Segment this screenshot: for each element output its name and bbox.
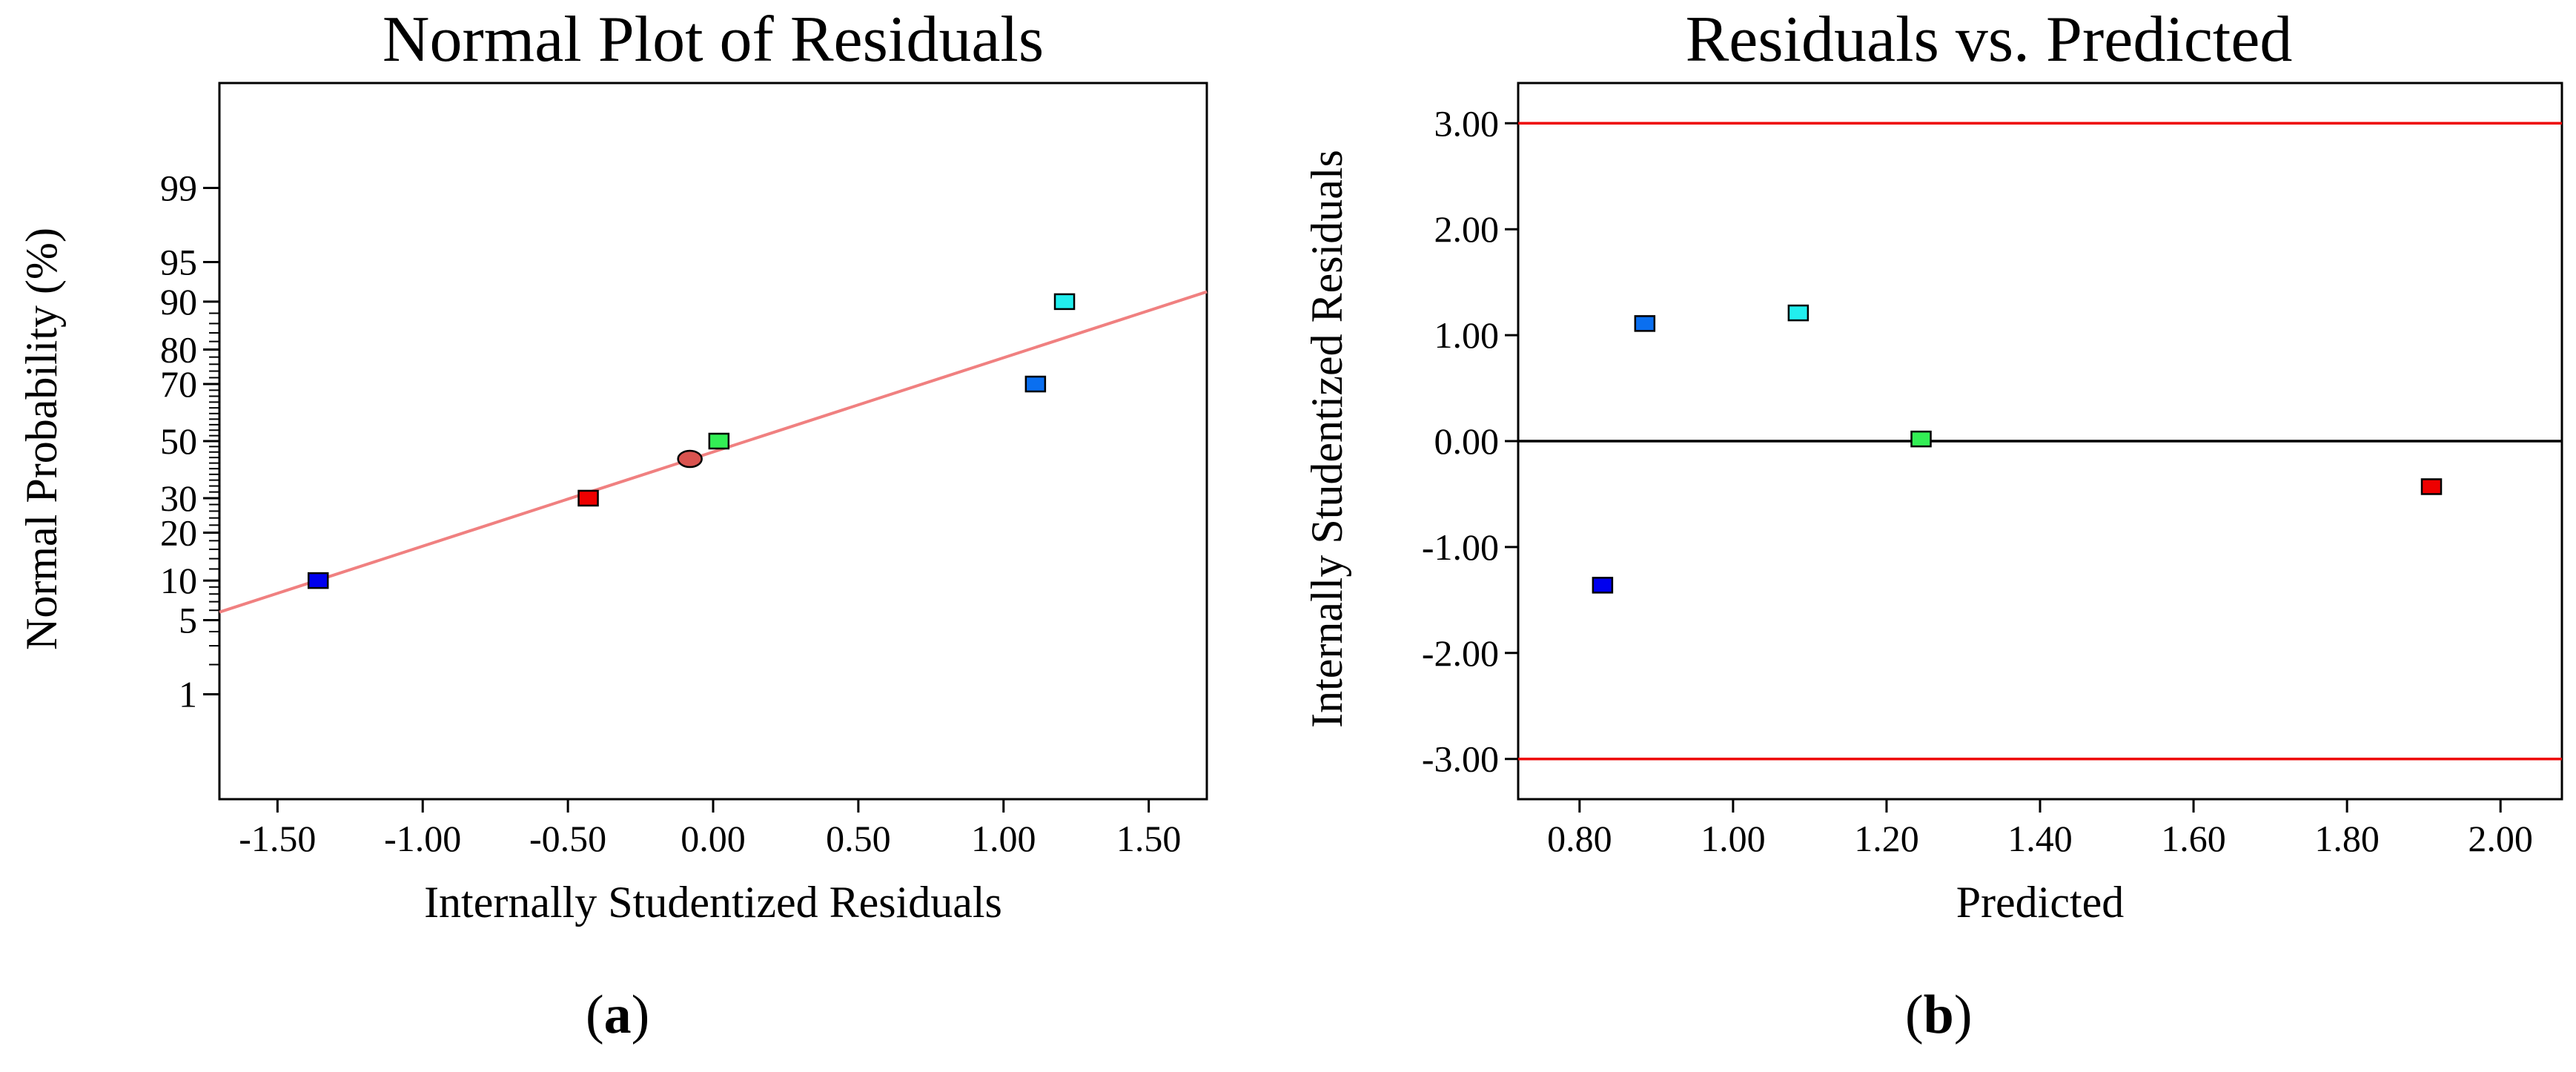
caption-close-paren: ) [1954, 985, 1973, 1045]
panel-a-x-tick-label: 0.00 [681, 818, 746, 859]
panel-b-y-tick-label: -3.00 [1422, 738, 1499, 780]
panel-a-data-point [577, 489, 599, 507]
panel-a-title: Normal Plot of Residuals [383, 4, 1044, 76]
panel-b-data-point [1634, 315, 1656, 332]
caption-letter-b: b [1924, 985, 1954, 1045]
panel-b-caption: (b) [1905, 985, 1972, 1045]
panel-b-y-tick-label: 2.00 [1434, 208, 1500, 250]
panel-b-data-point [1787, 304, 1810, 322]
panel-b-y-tick-label: -1.00 [1422, 526, 1499, 568]
panel-a-y-tick-label: 80 [160, 328, 197, 370]
panel-b-x-tick-label: 1.60 [2161, 818, 2226, 859]
panel-a-normal-plot: Normal Plot of Residuals -1.50 -1.00 -0.50… [17, 4, 1208, 1045]
panel-a-y-tick-label: 90 [160, 281, 197, 322]
panel-b-points [1592, 304, 2443, 594]
panel-a-x-tick-label: -1.00 [384, 818, 461, 859]
panel-b-reference-lines [1518, 122, 2562, 761]
panel-a-y-tick-label: 50 [160, 420, 197, 462]
panel-b-y-label: Internally Studentized Residuals [1302, 150, 1351, 728]
panel-b-x-tick-label: 1.80 [2314, 818, 2380, 859]
panel-a-x-tick-label: 0.50 [826, 818, 891, 859]
panel-a-x-axis: -1.50 -1.00 -0.50 0.00 0.50 1.00 1.50 [239, 799, 1181, 859]
panel-b-y-tick-label: 3.00 [1434, 102, 1500, 144]
panel-b-data-point [1592, 577, 1614, 594]
panel-a-y-tick-label: 1 [179, 673, 197, 715]
panel-a-y-tick-label: 30 [160, 477, 197, 519]
panel-a-y-tick-label: 20 [160, 512, 197, 554]
panel-b-x-tick-label: 2.00 [2468, 818, 2533, 859]
panel-a-y-tick-label: 5 [179, 599, 197, 641]
panel-a-x-tick-label: 1.50 [1116, 818, 1182, 859]
panel-b-title: Residuals vs. Predicted [1686, 4, 2293, 76]
panel-b-x-axis: 0.80 1.00 1.20 1.40 1.60 1.80 2.00 [1547, 799, 2533, 859]
panel-a-data-point [1024, 375, 1047, 393]
panel-b-x-tick-label: 1.20 [1854, 818, 1919, 859]
panel-a-caption: (a) [586, 985, 649, 1045]
panel-a-y-label: Normal Probability (%) [17, 228, 66, 650]
caption-open-paren: ( [586, 985, 604, 1045]
panel-a-y-tick-label: 99 [160, 168, 197, 209]
panel-a-x-tick-label: -0.50 [529, 818, 606, 859]
panel-b-y-tick-label: 1.00 [1434, 314, 1500, 356]
panel-b-x-label: Predicted [1956, 878, 2125, 927]
panel-a-y-tick-label: 95 [160, 242, 197, 283]
panel-b-x-tick-label: 1.40 [2007, 818, 2073, 859]
panel-b-y-tick-label: 0.00 [1434, 420, 1500, 462]
panel-a-y-tick-label: 70 [160, 363, 197, 405]
panel-b-data-point [1910, 430, 1932, 448]
panel-a-x-tick-label: 1.00 [971, 818, 1036, 859]
panel-b-x-tick-label: 0.80 [1547, 818, 1612, 859]
panel-a-data-point [1053, 293, 1076, 311]
panel-b-residuals-vs-predicted: Residuals vs. Predicted 0.80 1.00 1.20 1.40… [1302, 4, 2563, 1045]
panel-b-x-tick-label: 1.00 [1701, 818, 1766, 859]
panel-a-data-point [708, 432, 730, 450]
caption-open-paren: ( [1905, 985, 1924, 1045]
panel-a-data-point [307, 572, 329, 589]
caption-letter-a: a [604, 985, 632, 1045]
panel-a-points [307, 293, 1076, 589]
panel-a-fit-line [219, 290, 1208, 614]
panel-a-x-label: Internally Studentized Residuals [424, 878, 1002, 927]
caption-close-paren: ) [632, 985, 650, 1045]
panel-b-data-point [2420, 478, 2443, 495]
panel-b-y-axis: 3.00 2.00 1.00 0.00 -1.00 -2.00 -3.00 [1422, 102, 1518, 780]
panel-a-y-tick-label: 10 [160, 560, 197, 601]
panel-a-x-tick-label: -1.50 [239, 818, 316, 859]
panel-a-data-point-circle [677, 449, 703, 469]
panel-b-y-tick-label: -2.00 [1422, 632, 1499, 674]
